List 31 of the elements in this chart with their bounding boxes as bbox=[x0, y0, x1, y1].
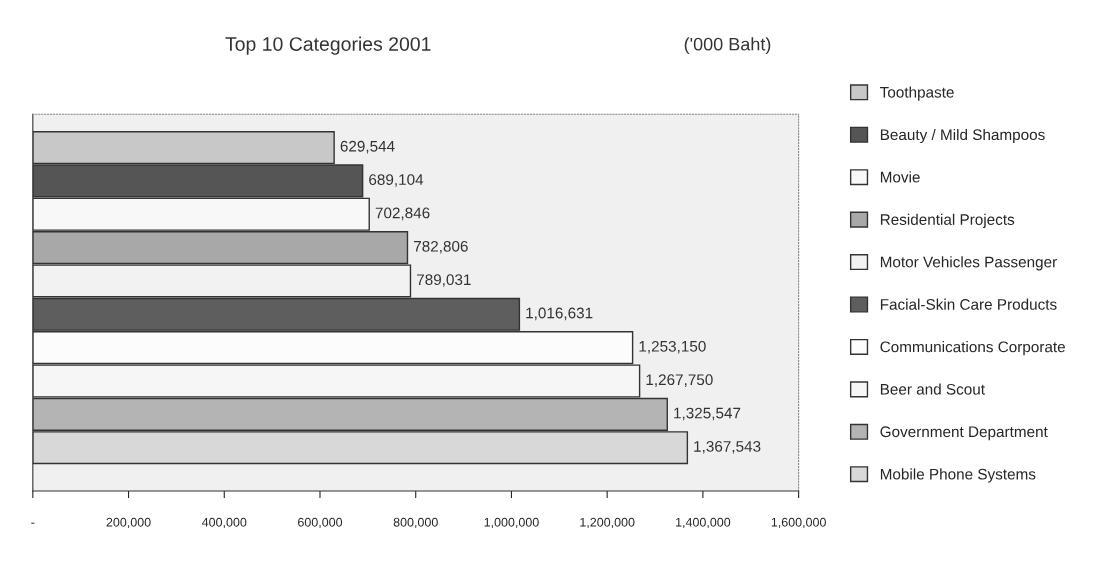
chart-title: Top 10 Categories 2001 bbox=[225, 36, 431, 55]
legend-label: Residential Projects bbox=[880, 213, 1015, 228]
x-tick-label: 600,000 bbox=[298, 517, 343, 529]
data-label: 629,544 bbox=[340, 140, 395, 154]
data-label: 1,325,547 bbox=[674, 407, 741, 421]
legend-label: Facial-Skin Care Products bbox=[880, 298, 1057, 310]
x-tick-label: 1,000,000 bbox=[484, 517, 539, 529]
legend-label: Government Department bbox=[880, 426, 1048, 441]
legend-label: Mobile Phone Systems bbox=[880, 468, 1036, 483]
data-label: 1,253,150 bbox=[639, 340, 706, 354]
x-tick-label: 200,000 bbox=[106, 517, 151, 529]
data-label: 1,267,750 bbox=[646, 374, 713, 387]
x-tick-label: 400,000 bbox=[201, 517, 247, 529]
data-label: 1,016,631 bbox=[526, 307, 593, 321]
data-label: 782,806 bbox=[414, 240, 468, 254]
data-label: 702,846 bbox=[375, 207, 430, 221]
x-tick-label: 800,000 bbox=[393, 517, 438, 529]
x-tick-label: - bbox=[31, 522, 35, 524]
legend-label: Movie bbox=[880, 171, 920, 183]
legend-label: Beauty / Mild Shampoos bbox=[880, 128, 1045, 144]
legend-label: Motor Vehicles Passenger bbox=[880, 256, 1057, 271]
x-tick-label: 1,600,000 bbox=[771, 517, 826, 529]
chart-subtitle: ('000 Baht) bbox=[684, 37, 771, 55]
x-tick-label: 1,200,000 bbox=[580, 517, 635, 529]
data-label: 1,367,543 bbox=[694, 440, 761, 454]
data-label: 789,031 bbox=[417, 274, 471, 287]
data-label: 689,104 bbox=[369, 174, 424, 187]
x-tick-label: 1,400,000 bbox=[676, 517, 731, 529]
legend-label: Communications Corporate bbox=[880, 341, 1065, 356]
legend-label: Toothpaste bbox=[880, 86, 954, 101]
legend-label: Beer and Scout bbox=[880, 383, 985, 395]
